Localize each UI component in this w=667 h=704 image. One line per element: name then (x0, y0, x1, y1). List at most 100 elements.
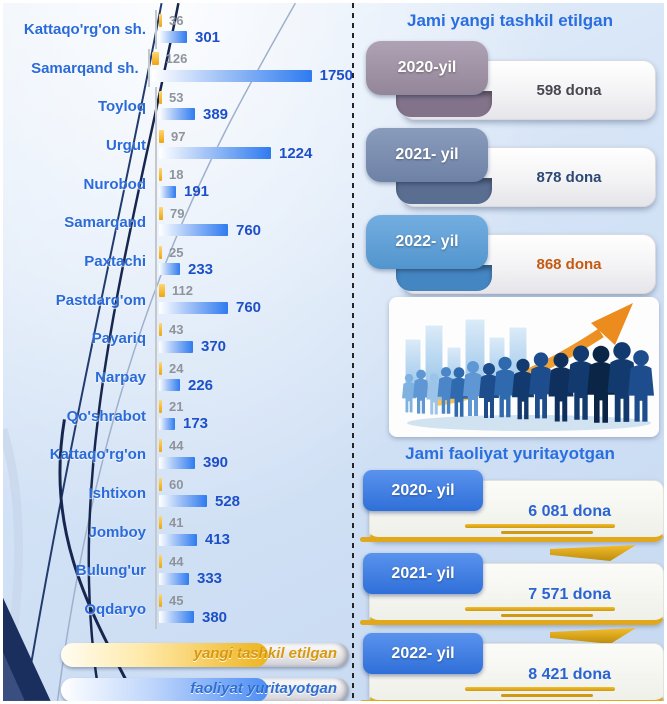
row-plot-area: 79 760 (155, 203, 353, 243)
new-established-bar (159, 129, 164, 143)
ribbon-fold (396, 91, 492, 117)
year-operating-card: 8 421 dona 2022- yil (356, 633, 664, 701)
row-plot-area: 18 191 (155, 164, 353, 204)
chart-row: Oqdaryo 45 380 (3, 590, 353, 629)
operating-value: 760 (236, 299, 262, 317)
new-established-bar (159, 245, 162, 259)
year-summary-card: 598 dona 2020-yil (356, 41, 664, 125)
new-established-value: 44 (169, 438, 184, 454)
chart-row: Qo'shrabot 21 173 (3, 396, 353, 436)
chart-row: Samarqand 79 760 (3, 203, 353, 243)
gold-ribbon-overhang (360, 620, 406, 625)
category-label: Ishtixon (88, 485, 146, 503)
row-plot-area: 112 760 (155, 280, 353, 320)
new-established-value: 18 (169, 167, 184, 183)
gold-underline (465, 524, 615, 528)
operating-bar (159, 417, 175, 430)
gold-underline (465, 607, 615, 611)
operating-bar (159, 31, 187, 43)
dashed-divider (352, 3, 354, 701)
operating-value: 1224 (279, 144, 313, 162)
category-label: Payariq (91, 330, 146, 348)
year-tab: 2021- yil (366, 128, 488, 182)
ribbon-fold (396, 178, 492, 204)
category-label: Qo'shrabot (66, 407, 146, 425)
new-established-bar (159, 206, 163, 220)
operating-value: 1750 (319, 67, 353, 85)
year-label: 2022- yil (395, 233, 459, 250)
row-plot-area: 24 226 (155, 358, 353, 397)
operating-value: 301 (195, 28, 221, 46)
chart-row: Kattaqo'rg'on 44 390 (3, 435, 353, 475)
row-plot-area: 41 413 (155, 512, 353, 552)
new-established-value: 112 (172, 283, 193, 299)
year-tab: 2021- yil (363, 553, 483, 594)
category-label: Toyloq (97, 98, 146, 116)
gold-underline (465, 687, 615, 691)
year-label: 2021- yil (395, 146, 459, 163)
operating-summary-value: 6 081 dona (528, 503, 611, 520)
row-plot-area: 97 1224 (155, 126, 353, 165)
category-label: Kattaqo'rg'on sh. (23, 20, 146, 38)
new-established-value: 41 (169, 515, 184, 531)
year-tab: 2020- yil (363, 470, 483, 511)
legend-swatch-operating (61, 678, 269, 701)
chart-row: Nurobod 18 191 (3, 164, 353, 204)
year-tab: 2022- yil (366, 215, 488, 269)
chart-row: Payariq 43 370 (3, 319, 353, 359)
new-established-value: 44 (169, 554, 184, 570)
category-label: Jomboy (88, 523, 146, 541)
operating-bar (159, 147, 271, 160)
new-established-value: 53 (169, 89, 184, 105)
category-label: Paxtachi (84, 252, 146, 270)
gold-underline-short (501, 694, 593, 697)
legend-swatch-new (61, 643, 269, 667)
year-label: 2020- yil (391, 481, 455, 499)
row-plot-area: 53 389 (155, 87, 353, 127)
gold-underline-short (501, 614, 593, 617)
year-tab: 2022- yil (363, 633, 483, 674)
summary-value: 878 dona (536, 168, 602, 186)
category-label: Samarqand sh. (31, 59, 139, 77)
new-established-bar (159, 516, 162, 530)
new-established-value: 24 (169, 360, 184, 376)
new-established-value: 97 (171, 128, 186, 144)
new-established-bar (159, 555, 162, 569)
new-established-bar (159, 284, 165, 298)
row-plot-area: 21 173 (155, 396, 353, 436)
category-label: Narpay (95, 369, 146, 387)
legend-label-operating: faoliyat yuritayotgan (190, 680, 337, 697)
operating-value: 528 (215, 492, 241, 510)
operating-value: 226 (188, 376, 214, 394)
category-label: Urgut (106, 136, 146, 154)
year-label: 2020-yil (397, 59, 457, 76)
chart-row: Samarqand sh. 126 1750 (3, 48, 353, 88)
growth-illustration (389, 297, 659, 437)
operating-value: 233 (188, 260, 214, 278)
ribbon-fold (396, 265, 492, 291)
new-established-value: 60 (169, 476, 184, 492)
new-established-bar (159, 593, 162, 607)
row-plot-area: 126 1750 (147, 48, 353, 88)
operating-value: 191 (184, 183, 210, 201)
new-established-value: 36 (169, 12, 184, 28)
row-plot-area: 36 301 (155, 10, 353, 49)
year-operating-card: 7 571 dona 2021- yil (356, 553, 664, 644)
operating-value: 380 (202, 608, 228, 626)
operating-bar (159, 495, 207, 508)
chart-row: Ishtixon 60 528 (3, 474, 353, 513)
category-label: Kattaqo'rg'on (49, 446, 146, 464)
operating-bar (159, 379, 180, 392)
operating-bar (159, 263, 180, 276)
new-established-title: Jami yangi tashkil etilgan (407, 11, 613, 30)
gold-ribbon-fold (550, 628, 636, 644)
new-established-bar (159, 168, 162, 182)
operating-value: 760 (236, 221, 262, 239)
growth-illustration-art (402, 303, 654, 431)
operating-bar (159, 224, 228, 237)
operating-value: 389 (203, 105, 229, 123)
chart-row: Toyloq 53 389 (3, 87, 353, 127)
new-established-value: 21 (169, 399, 184, 415)
bar-chart-rows: Kattaqo'rg'on sh. 36 301 Samarqand sh. 1… (3, 10, 353, 629)
new-established-bar (159, 323, 162, 336)
